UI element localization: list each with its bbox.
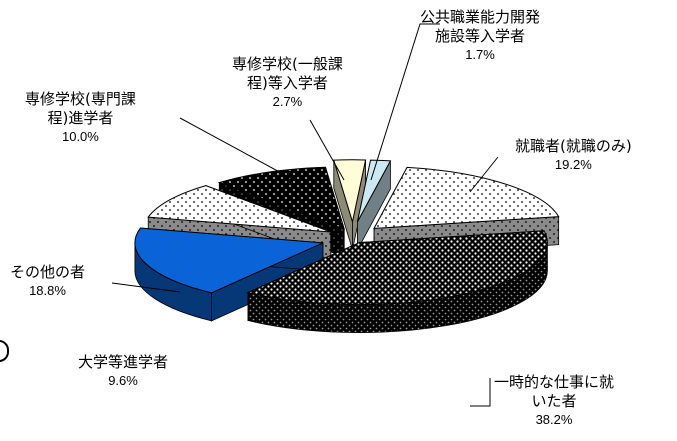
label-other-percent: 18.8% bbox=[29, 283, 66, 298]
label-employment-percent: 19.2% bbox=[554, 157, 592, 172]
label-vocational-general: 専修学校(一般課 程)等入学者 2.7% bbox=[232, 55, 343, 111]
label-university-line1: 大学等進学者 bbox=[78, 353, 169, 371]
leader-line-2 bbox=[470, 378, 491, 407]
label-university-percent: 9.6% bbox=[108, 373, 138, 388]
leader-line-1 bbox=[469, 156, 499, 193]
label-other: その他の者 18.8% bbox=[10, 263, 85, 300]
label-other-line1: その他の者 bbox=[10, 263, 86, 281]
slice-university bbox=[147, 185, 331, 233]
label-temporary-work: 一時的な仕事に就 いた者 38.2% bbox=[494, 373, 614, 429]
label-temporary-work-line1: 一時的な仕事に就 bbox=[494, 373, 615, 391]
slice-employment bbox=[373, 166, 560, 229]
leader-line-0 bbox=[370, 23, 440, 181]
slice-public-vocational bbox=[356, 159, 392, 223]
label-public-vocational-line2: 施設等入学者 bbox=[435, 27, 526, 45]
slice-other bbox=[134, 227, 324, 294]
label-public-vocational-percent: 1.7% bbox=[465, 47, 495, 62]
label-vocational-general-line2: 程)等入学者 bbox=[247, 74, 328, 92]
label-employment: 就職者(就職のみ) 19.2% bbox=[515, 137, 632, 174]
slice-temporary-work bbox=[246, 230, 548, 306]
label-vocational-general-line1: 専修学校(一般課 bbox=[232, 55, 343, 73]
label-temporary-work-line2: いた者 bbox=[531, 392, 577, 410]
label-vocational-special-percent: 10.0% bbox=[61, 129, 99, 144]
slice-vocational-special bbox=[217, 166, 345, 230]
label-temporary-work-percent: 38.2% bbox=[535, 412, 573, 427]
label-university: 大学等進学者 9.6% bbox=[78, 353, 168, 390]
leader-line-4 bbox=[179, 117, 299, 183]
label-vocational-special-line2: 程)進学者 bbox=[47, 109, 114, 127]
label-public-vocational-line1: 公共職業能力開発 bbox=[420, 8, 541, 26]
leader-line-3 bbox=[111, 282, 181, 293]
label-vocational-general-percent: 2.7% bbox=[272, 94, 303, 109]
label-public-vocational: 公共職業能力開発 施設等入学者 1.7% bbox=[420, 8, 540, 64]
label-employment-line1: 就職者(就職のみ) bbox=[515, 137, 632, 155]
label-vocational-special-line1: 専修学校(専門課 bbox=[25, 90, 136, 108]
label-vocational-special: 専修学校(専門課 程)進学者 10.0% bbox=[25, 90, 136, 146]
leader-line-5 bbox=[309, 119, 345, 181]
